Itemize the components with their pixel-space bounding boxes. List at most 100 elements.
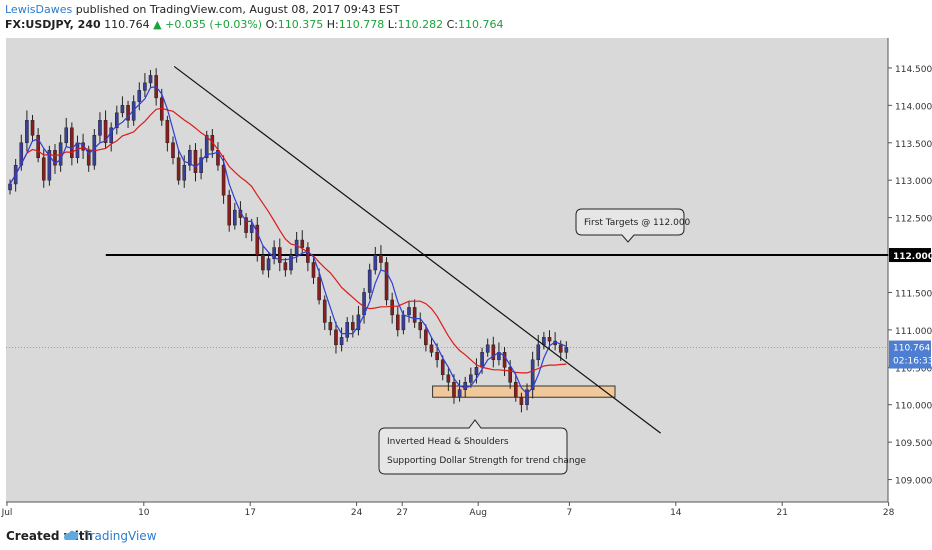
- candle-body: [485, 344, 490, 353]
- candle-body: [367, 269, 372, 293]
- low-label: L:: [387, 18, 398, 31]
- x-tick-label: 28: [883, 508, 895, 518]
- y-tick-label: 112.500: [895, 215, 932, 225]
- x-tick-label: 27: [396, 508, 407, 518]
- y-tick-label: 114.000: [895, 102, 932, 112]
- high-value: 110.778: [338, 18, 385, 31]
- plot-background: [6, 38, 888, 502]
- y-tick-label: 110.000: [895, 402, 932, 412]
- candle-body: [36, 135, 40, 158]
- candle-body: [424, 329, 428, 346]
- candle-body: [429, 344, 434, 353]
- candle-body: [418, 322, 423, 331]
- tradingview-cloud-icon: [64, 530, 79, 540]
- pattern-callout-line: Inverted Head & Shoulders: [387, 437, 509, 447]
- close-value: 110.764: [457, 18, 504, 31]
- candle-body: [390, 299, 394, 316]
- candle-body: [289, 254, 293, 271]
- candle-body: [440, 359, 445, 376]
- candle-body: [384, 262, 389, 301]
- first-targets-callout: [575, 208, 685, 243]
- last-price-label: 110.764: [893, 344, 930, 354]
- trendline: [173, 65, 661, 434]
- pattern-callout-line: Supporting Dollar Strength for trend cha…: [387, 456, 586, 466]
- tradingview-brand-link[interactable]: TradingView: [84, 529, 157, 543]
- candle-body: [395, 314, 400, 331]
- candle-body: [558, 344, 563, 353]
- candle-body: [64, 127, 69, 144]
- candle-body: [508, 367, 512, 383]
- candle-body: [345, 322, 349, 338]
- candle-body: [379, 254, 383, 263]
- candle-body: [412, 307, 417, 323]
- created-with-text: Created with: [6, 529, 94, 543]
- candle-body: [519, 396, 524, 405]
- candle-body: [53, 150, 57, 166]
- x-tick-label: 14: [670, 508, 682, 518]
- symbol-label: FX:USDJPY, 240: [5, 18, 101, 31]
- candle-body: [261, 254, 265, 271]
- candle-body: [536, 344, 541, 361]
- candle-body: [182, 164, 187, 181]
- candle-body: [469, 374, 473, 383]
- pattern-callout: [378, 419, 568, 475]
- candle-body: [41, 157, 46, 181]
- publish-info: LewisDawes published on TradingView.com,…: [5, 3, 400, 16]
- y-tick-label: 113.000: [895, 177, 932, 187]
- candle-body: [322, 299, 327, 323]
- candle-body: [120, 105, 125, 114]
- first-targets-text: First Targets @ 112.000: [584, 218, 691, 228]
- candle-body: [176, 157, 181, 181]
- moving-average-fast: [9, 85, 567, 395]
- level-price-label: 112.000: [893, 252, 932, 262]
- candle-body: [373, 254, 378, 271]
- moving-average-slow: [9, 107, 567, 374]
- candle-body: [221, 164, 226, 196]
- candle-body: [204, 135, 209, 158]
- author-link[interactable]: LewisDawes: [5, 3, 73, 16]
- candle-body: [401, 314, 406, 331]
- candle-body: [306, 247, 310, 263]
- candle-body: [311, 262, 316, 278]
- candle-body: [143, 82, 147, 91]
- candle-body: [70, 127, 74, 158]
- x-tick-label: Jul: [1, 508, 13, 518]
- candle-body: [199, 157, 203, 173]
- y-tick-label: 109.000: [895, 477, 932, 487]
- candle-body: [300, 239, 305, 248]
- candle-body: [480, 352, 484, 368]
- candle-body: [547, 337, 552, 342]
- candle-body: [249, 224, 254, 233]
- last-price-tag: [889, 340, 931, 369]
- candle-body: [351, 322, 355, 331]
- symbol-info: FX:USDJPY, 240 110.764 ▲ +0.035 (+0.03%)…: [5, 18, 503, 31]
- candle-body: [148, 75, 153, 84]
- candle-body: [530, 359, 535, 390]
- candle-body: [334, 329, 338, 346]
- candle-body: [328, 322, 333, 331]
- x-tick-label: 17: [244, 508, 255, 518]
- candle-body: [435, 352, 439, 361]
- candle-body: [294, 239, 299, 256]
- change-text: +0.035 (+0.03%): [165, 18, 263, 31]
- candle-body: [137, 90, 142, 102]
- candle-body: [525, 389, 529, 405]
- y-tick-label: 114.500: [895, 65, 932, 75]
- y-tick-label: 109.500: [895, 439, 932, 449]
- candle-body: [407, 307, 411, 316]
- x-tick-label: 7: [567, 508, 573, 518]
- open-value: 110.375: [277, 18, 324, 31]
- x-tick-label: Aug: [469, 508, 487, 518]
- candle-body: [25, 120, 29, 144]
- y-tick-label: 111.000: [895, 327, 932, 337]
- price-chart[interactable]: 114.500 114.000 113.500 113.000 112.500 112.0…: [0, 0, 932, 520]
- candle-body: [188, 150, 192, 166]
- candle-body: [502, 352, 507, 368]
- candle-body: [452, 382, 456, 398]
- candle-body: [513, 382, 518, 398]
- candle-body: [47, 150, 52, 181]
- candle-body: [30, 120, 35, 136]
- candle-body: [193, 150, 198, 173]
- candle-body: [126, 105, 130, 121]
